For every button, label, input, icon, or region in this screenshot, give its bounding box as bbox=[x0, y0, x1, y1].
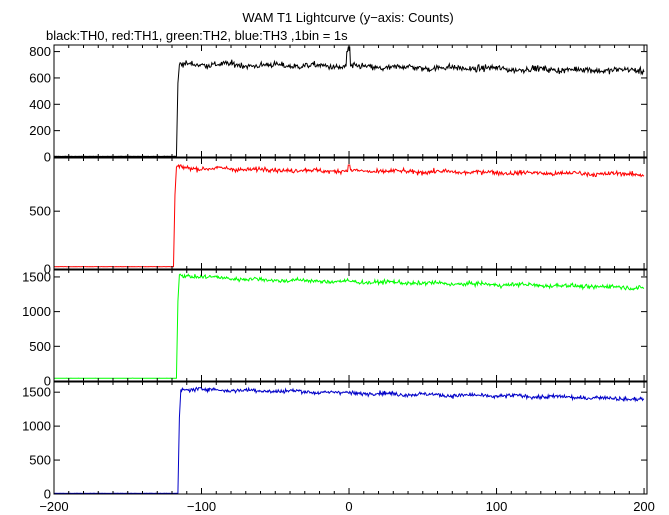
series-line-th1 bbox=[53, 163, 645, 268]
y-tick-label: 1500 bbox=[22, 385, 51, 400]
y-tick-label: 800 bbox=[29, 44, 51, 59]
chart-title: WAM T1 Lightcurve (y−axis: Counts) bbox=[242, 10, 453, 25]
chart-panels: 0200400600800050005001000150005001000150… bbox=[22, 44, 648, 502]
y-tick-label: 0 bbox=[44, 374, 51, 389]
x-axis-labels: −200 −100 0 100 200 bbox=[39, 499, 655, 514]
x-tick-label: −200 bbox=[39, 499, 68, 514]
y-tick-label: 400 bbox=[29, 97, 51, 112]
y-tick-label: 0 bbox=[44, 487, 51, 502]
panel-frame bbox=[53, 269, 648, 382]
panel-th1: 0 500 bbox=[29, 157, 648, 277]
chart-subtitle: black:TH0, red:TH1, green:TH2, blue:TH3 … bbox=[46, 28, 348, 43]
panel-frame bbox=[53, 44, 648, 158]
x-tick-label: 0 bbox=[345, 499, 352, 514]
panel-th0: 0 200 400 600 800 bbox=[29, 44, 648, 165]
y-tick-label: 1500 bbox=[22, 269, 51, 284]
y-tick-label: 1000 bbox=[22, 304, 51, 319]
y-tick-label: 200 bbox=[29, 123, 51, 138]
y-tick-label: 0 bbox=[44, 150, 51, 165]
y-tick-label: 500 bbox=[29, 339, 51, 354]
series-line-th2 bbox=[53, 273, 645, 379]
panel-th3: 0 500 1000 1500 bbox=[22, 381, 648, 502]
x-tick-label: 200 bbox=[633, 499, 655, 514]
series-line-th3 bbox=[53, 386, 645, 494]
panel-frame bbox=[53, 381, 648, 495]
y-tick-label: 500 bbox=[29, 204, 51, 219]
series-line-th0 bbox=[53, 46, 645, 157]
panel-th2: 0 500 1000 1500 bbox=[22, 269, 648, 389]
y-tick-label: 0 bbox=[44, 262, 51, 277]
panel-frame bbox=[53, 157, 648, 270]
y-tick-label: 500 bbox=[29, 453, 51, 468]
x-tick-label: −100 bbox=[187, 499, 216, 514]
y-tick-label: 1000 bbox=[22, 419, 51, 434]
y-tick-label: 600 bbox=[29, 70, 51, 85]
x-tick-label: 100 bbox=[486, 499, 508, 514]
